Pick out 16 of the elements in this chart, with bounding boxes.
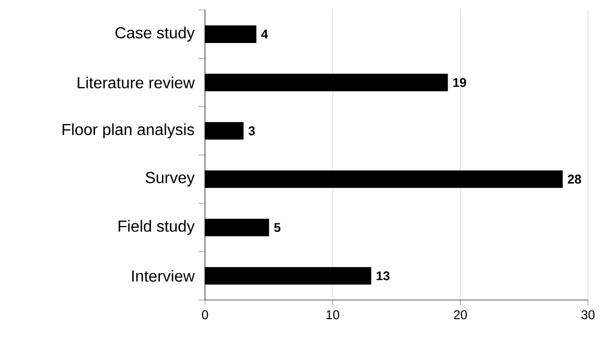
data-label: 5 [274,223,280,232]
x-tick-label: 30 [581,310,595,320]
y-tick-label: Survey [146,172,195,186]
data-label: 13 [376,271,390,280]
data-label: 19 [453,78,466,87]
x-tick-label: 0 [202,310,208,320]
data-label: 28 [568,174,582,184]
y-tick-label: Field study [118,220,195,235]
y-tick-label: Interview [132,270,195,282]
data-label: 4 [261,30,268,39]
x-tick-label: 10 [326,310,340,320]
x-tick-label: 20 [454,310,467,320]
y-tick-label: Literature review [78,76,195,88]
data-label: 3 [248,126,255,136]
y-tick-label: Case study [116,26,195,42]
y-tick-label: Floor plan analysis [62,123,194,138]
